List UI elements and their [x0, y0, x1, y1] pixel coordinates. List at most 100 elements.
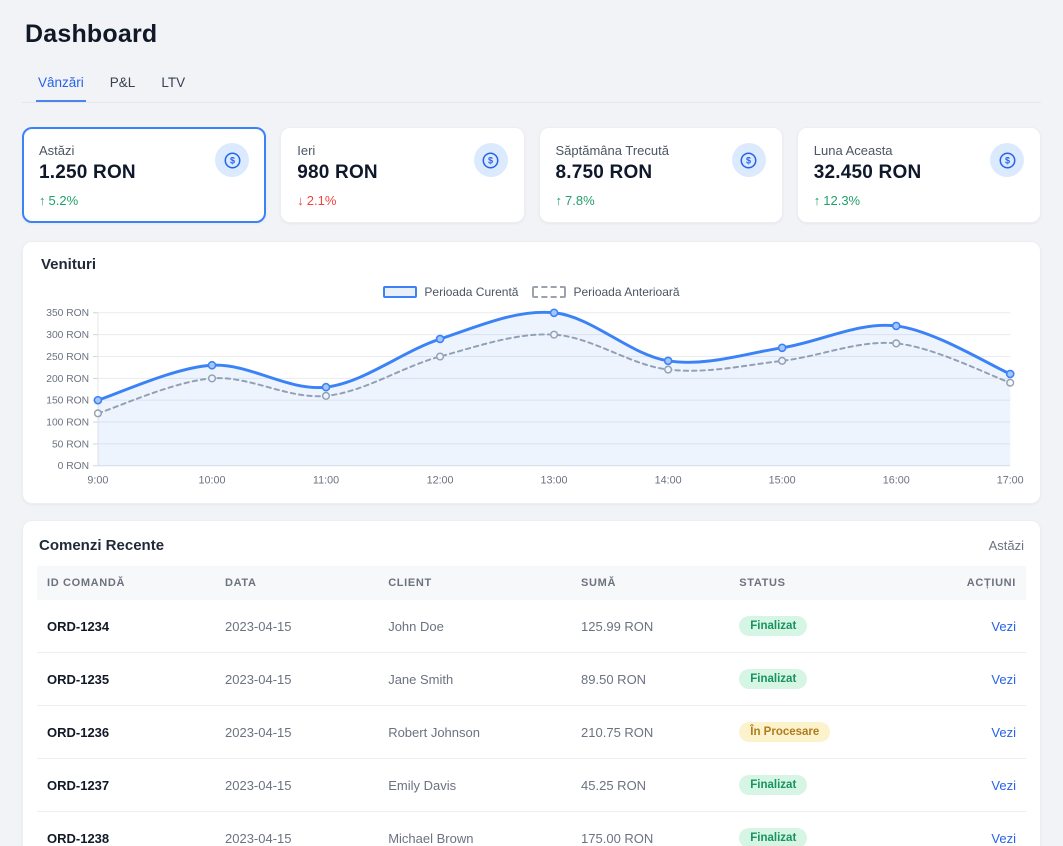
- svg-text:150 RON: 150 RON: [46, 396, 89, 407]
- col-status: STATUS: [729, 566, 892, 600]
- stat-value: 32.450 RON: [814, 162, 922, 184]
- order-date: 2023-04-15: [215, 600, 378, 653]
- tab-vanzari[interactable]: Vânzări: [36, 69, 86, 102]
- svg-text:14:00: 14:00: [655, 474, 682, 486]
- orders-filter-label[interactable]: Astăzi: [989, 538, 1024, 553]
- order-id: ORD-1235: [37, 653, 215, 706]
- order-amount: 125.99 RON: [571, 600, 729, 653]
- revenue-chart: 0 RON50 RON100 RON150 RON200 RON250 RON3…: [41, 301, 1022, 493]
- col-order-id: ID COMANDĂ: [37, 566, 215, 600]
- chart-title: Venituri: [41, 256, 1022, 273]
- order-client: Robert Johnson: [378, 706, 571, 759]
- legend-item-current: Perioada Curentă: [383, 285, 518, 299]
- svg-text:350 RON: 350 RON: [46, 308, 89, 319]
- order-client: Jane Smith: [378, 653, 571, 706]
- trend-arrow-icon: ↑: [556, 193, 563, 208]
- stat-card-last-week[interactable]: Săptămâna Trecută 8.750 RON $ ↑7.8%: [539, 127, 783, 223]
- stat-card-this-month[interactable]: Luna Aceasta 32.450 RON $ ↑12.3%: [797, 127, 1041, 223]
- svg-text:$: $: [488, 155, 493, 165]
- chart-legend: Perioada Curentă Perioada Anterioară: [41, 285, 1022, 299]
- table-row: ORD-1234 2023-04-15 John Doe 125.99 RON …: [37, 600, 1026, 653]
- svg-text:10:00: 10:00: [199, 474, 226, 486]
- stat-cards-row: Astăzi 1.250 RON $ ↑5.2% Ieri 980 RON $ …: [22, 127, 1041, 223]
- svg-text:$: $: [746, 155, 751, 165]
- svg-text:0 RON: 0 RON: [58, 461, 89, 472]
- svg-text:11:00: 11:00: [313, 474, 339, 486]
- order-date: 2023-04-15: [215, 706, 378, 759]
- trend-arrow-icon: ↑: [814, 193, 821, 208]
- dollar-circle-icon: $: [990, 143, 1024, 177]
- stat-value: 980 RON: [297, 162, 378, 184]
- stat-label: Astăzi: [39, 143, 136, 158]
- table-row: ORD-1237 2023-04-15 Emily Davis 45.25 RO…: [37, 759, 1026, 812]
- orders-table: ID COMANDĂ DATA CLIENT SUMĂ STATUS ACȚIU…: [37, 566, 1026, 846]
- view-order-link[interactable]: Vezi: [991, 725, 1016, 740]
- revenue-line-chart-svg: 0 RON50 RON100 RON150 RON200 RON250 RON3…: [41, 301, 1022, 493]
- col-date: DATA: [215, 566, 378, 600]
- col-client: CLIENT: [378, 566, 571, 600]
- svg-text:250 RON: 250 RON: [46, 352, 89, 363]
- svg-text:200 RON: 200 RON: [46, 374, 89, 385]
- table-row: ORD-1235 2023-04-15 Jane Smith 89.50 RON…: [37, 653, 1026, 706]
- order-id: ORD-1234: [37, 600, 215, 653]
- orders-table-header: ID COMANDĂ DATA CLIENT SUMĂ STATUS ACȚIU…: [37, 566, 1026, 600]
- order-client: Emily Davis: [378, 759, 571, 812]
- stat-card-today[interactable]: Astăzi 1.250 RON $ ↑5.2%: [22, 127, 266, 223]
- table-row: ORD-1238 2023-04-15 Michael Brown 175.00…: [37, 812, 1026, 846]
- legend-swatch-current: [383, 286, 417, 298]
- view-order-link[interactable]: Vezi: [991, 831, 1016, 846]
- table-row: ORD-1236 2023-04-15 Robert Johnson 210.7…: [37, 706, 1026, 759]
- svg-text:$: $: [230, 155, 235, 165]
- order-id: ORD-1237: [37, 759, 215, 812]
- order-date: 2023-04-15: [215, 759, 378, 812]
- tab-ltv[interactable]: LTV: [159, 69, 187, 102]
- order-amount: 45.25 RON: [571, 759, 729, 812]
- stat-label: Săptămâna Trecută: [556, 143, 669, 158]
- svg-text:9:00: 9:00: [87, 474, 108, 486]
- stat-value: 8.750 RON: [556, 162, 669, 184]
- legend-item-previous: Perioada Anterioară: [532, 285, 679, 299]
- stat-delta: ↓2.1%: [297, 193, 507, 208]
- col-amount: SUMĂ: [571, 566, 729, 600]
- svg-text:$: $: [1004, 155, 1009, 165]
- status-badge: Finalizat: [739, 775, 807, 795]
- orders-title: Comenzi Recente: [39, 537, 164, 554]
- order-client: Michael Brown: [378, 812, 571, 846]
- order-amount: 175.00 RON: [571, 812, 729, 846]
- trend-arrow-icon: ↓: [297, 193, 304, 208]
- recent-orders-panel: Comenzi Recente Astăzi ID COMANDĂ DATA C…: [22, 520, 1041, 846]
- status-badge: Finalizat: [739, 669, 807, 689]
- order-id: ORD-1236: [37, 706, 215, 759]
- status-badge: În Procesare: [739, 722, 830, 742]
- order-id: ORD-1238: [37, 812, 215, 846]
- svg-text:15:00: 15:00: [769, 474, 796, 486]
- stat-label: Luna Aceasta: [814, 143, 922, 158]
- view-order-link[interactable]: Vezi: [991, 778, 1016, 793]
- svg-text:300 RON: 300 RON: [46, 330, 89, 341]
- view-order-link[interactable]: Vezi: [991, 619, 1016, 634]
- order-amount: 89.50 RON: [571, 653, 729, 706]
- dollar-circle-icon: $: [474, 143, 508, 177]
- svg-text:12:00: 12:00: [427, 474, 454, 486]
- revenue-chart-panel: Venituri Perioada Curentă Perioada Anter…: [22, 241, 1041, 504]
- stat-delta: ↑12.3%: [814, 193, 1024, 208]
- status-badge: Finalizat: [739, 828, 807, 846]
- order-date: 2023-04-15: [215, 812, 378, 846]
- order-date: 2023-04-15: [215, 653, 378, 706]
- dashboard-page: Dashboard Vânzări P&L LTV Astăzi 1.250 R…: [0, 0, 1063, 846]
- status-badge: Finalizat: [739, 616, 807, 636]
- svg-text:17:00: 17:00: [997, 474, 1024, 486]
- stat-value: 1.250 RON: [39, 162, 136, 184]
- order-client: John Doe: [378, 600, 571, 653]
- tab-bar: Vânzări P&L LTV: [22, 69, 1041, 103]
- stat-card-yesterday[interactable]: Ieri 980 RON $ ↓2.1%: [280, 127, 524, 223]
- view-order-link[interactable]: Vezi: [991, 672, 1016, 687]
- dollar-circle-icon: $: [215, 143, 249, 177]
- svg-text:13:00: 13:00: [541, 474, 568, 486]
- order-amount: 210.75 RON: [571, 706, 729, 759]
- trend-arrow-icon: ↑: [39, 193, 46, 208]
- stat-delta: ↑5.2%: [39, 193, 249, 208]
- tab-pl[interactable]: P&L: [108, 69, 138, 102]
- stat-label: Ieri: [297, 143, 378, 158]
- legend-swatch-previous: [532, 286, 566, 298]
